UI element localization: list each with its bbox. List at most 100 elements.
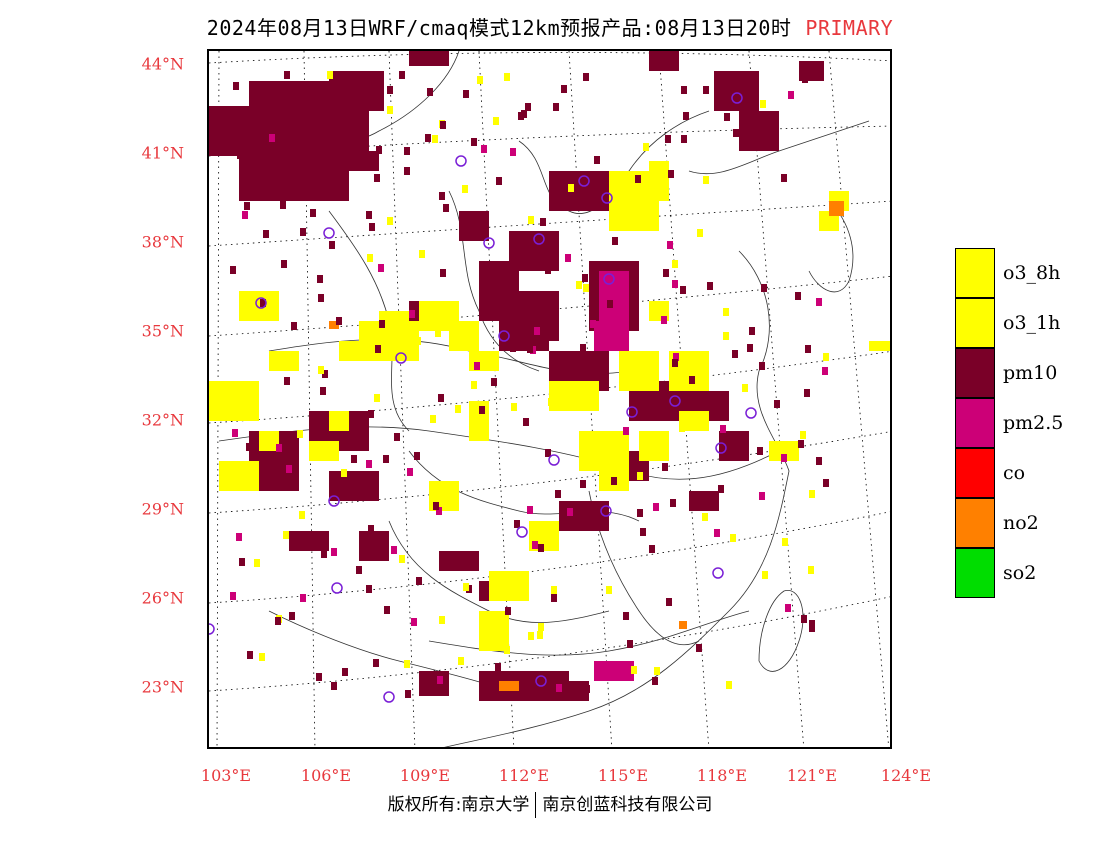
pollutant-pixel-146 [334,488,340,496]
copyright-right: 南京创蓝科技有限公司 [542,795,713,815]
pollutant-pixel-131 [816,457,822,465]
pollutant-pixel-249 [760,100,766,108]
pollutant-pixel-125 [409,310,415,318]
legend-swatch-no2 [955,498,995,548]
pollutant-patch-2 [329,71,384,111]
pollutant-pixel-79 [394,433,400,441]
legend-swatch-co [955,448,995,498]
pollutant-pixel-213 [689,376,695,384]
pollutant-pixel-32 [366,585,372,593]
pollutant-pixel-174 [356,566,362,574]
pollutant-pixel-106 [548,398,554,406]
pollutant-pixel-38 [327,71,333,79]
pollutant-pixel-65 [379,320,385,328]
pollutant-pixel-108 [317,275,323,283]
pollutant-pixel-59 [804,389,810,397]
pollutant-pixel-80 [654,667,660,675]
pollutant-pixel-11 [321,550,327,558]
city-marker-20 [209,623,215,635]
lat-label-35: 35°N [141,321,184,341]
pollutant-pixel-132 [373,659,379,667]
pollutant-patch-54 [679,411,709,431]
pollutant-pixel-90 [553,103,559,111]
pollutant-pixel-181 [538,544,544,552]
copyright-separator [535,792,537,818]
lat-label-26: 26°N [141,588,184,608]
pollutant-pixel-150 [726,681,732,689]
pollutant-patch-28 [419,671,449,696]
pollutant-pixel-151 [436,507,442,515]
pollutant-pixel-40 [477,76,483,84]
city-marker-13 [669,395,681,407]
pollutant-pixel-52 [493,117,499,125]
pollutant-pixel-25 [640,528,646,536]
city-marker-5 [603,273,615,285]
pollutant-pixel-241 [762,571,768,579]
pollutant-pixel-191 [534,327,540,335]
pollutant-pixel-23 [561,85,567,93]
legend-label-pm10: pm10 [1003,362,1058,384]
pollutant-pixel-28 [823,353,829,361]
forecast-map [209,51,890,747]
pollutant-pixel-17 [637,472,643,480]
legend-label-co: co [1003,462,1026,484]
lon-label-115: 115°E [597,766,649,785]
pollutant-patch-8 [739,111,779,151]
pollutant-patch-63 [329,411,349,431]
pollutant-pixel-214 [555,490,561,498]
lat-label-23: 23°N [141,677,184,697]
pollutant-pixel-235 [723,308,729,316]
pollutant-patch-7 [714,71,759,111]
city-marker-12 [745,407,757,419]
pollutant-pixel-135 [236,533,242,541]
pollutant-pixel-22 [785,604,791,612]
pollutant-pixel-256 [331,548,337,556]
pollutant-pixel-128 [583,284,589,292]
pollutant-pixel-124 [808,566,814,574]
pollutant-pixel-158 [329,241,335,249]
pollutant-pixel-48 [528,632,534,640]
pollutant-pixel-172 [387,106,393,114]
pollutant-pixel-78 [781,454,787,462]
pollutant-pixel-122 [239,558,245,566]
pollutant-pixel-126 [749,327,755,335]
pollutant-pixel-202 [651,403,657,411]
pollutant-pixel-27 [580,344,586,352]
pollutant-pixel-58 [545,266,551,274]
lat-label-44: 44°N [141,54,184,74]
pollutant-patch-30 [594,661,634,681]
pollutant-pixel-88 [375,102,381,110]
pollutant-pixel-41 [672,280,678,288]
pollutant-pixel-134 [733,129,739,137]
pollutant-pixel-5 [565,373,571,381]
pollutant-patches [209,51,890,701]
graticule-lat-41 [209,125,890,157]
pollutant-pixel-138 [242,211,248,219]
pollutant-pixel-39 [471,138,477,146]
pollutant-pixel-194 [809,490,815,498]
pollutant-pixel-44 [270,186,276,194]
pollutant-pixel-145 [809,624,815,632]
pollutant-patch-5 [409,51,449,66]
pollutant-pixel-212 [521,244,527,252]
pollutant-pixel-98 [230,592,236,600]
pollutant-pixel-255 [681,135,687,143]
pollutant-patch-68 [869,341,890,351]
city-marker-1 [731,92,743,104]
pollutant-pixel-165 [518,112,524,120]
pollutant-pixel-205 [496,177,502,185]
pollutant-pixel-10 [368,410,374,418]
pollutant-patch-71 [829,201,844,216]
pollutant-pixel-7 [495,663,501,671]
pollutant-pixel-72 [368,525,374,533]
pollutant-pixel-182 [404,147,410,155]
pollutant-pixel-35 [525,103,531,111]
pollutant-pixel-136 [233,82,239,90]
pollutant-pixel-82 [463,583,469,591]
pollutant-pixel-121 [527,345,533,353]
pollutant-pixel-155 [510,344,516,352]
pollutant-pixel-253 [800,431,806,439]
city-marker-14 [715,442,727,454]
pollutant-pixel-185 [795,292,801,300]
pollutant-pixel-55 [260,299,266,307]
